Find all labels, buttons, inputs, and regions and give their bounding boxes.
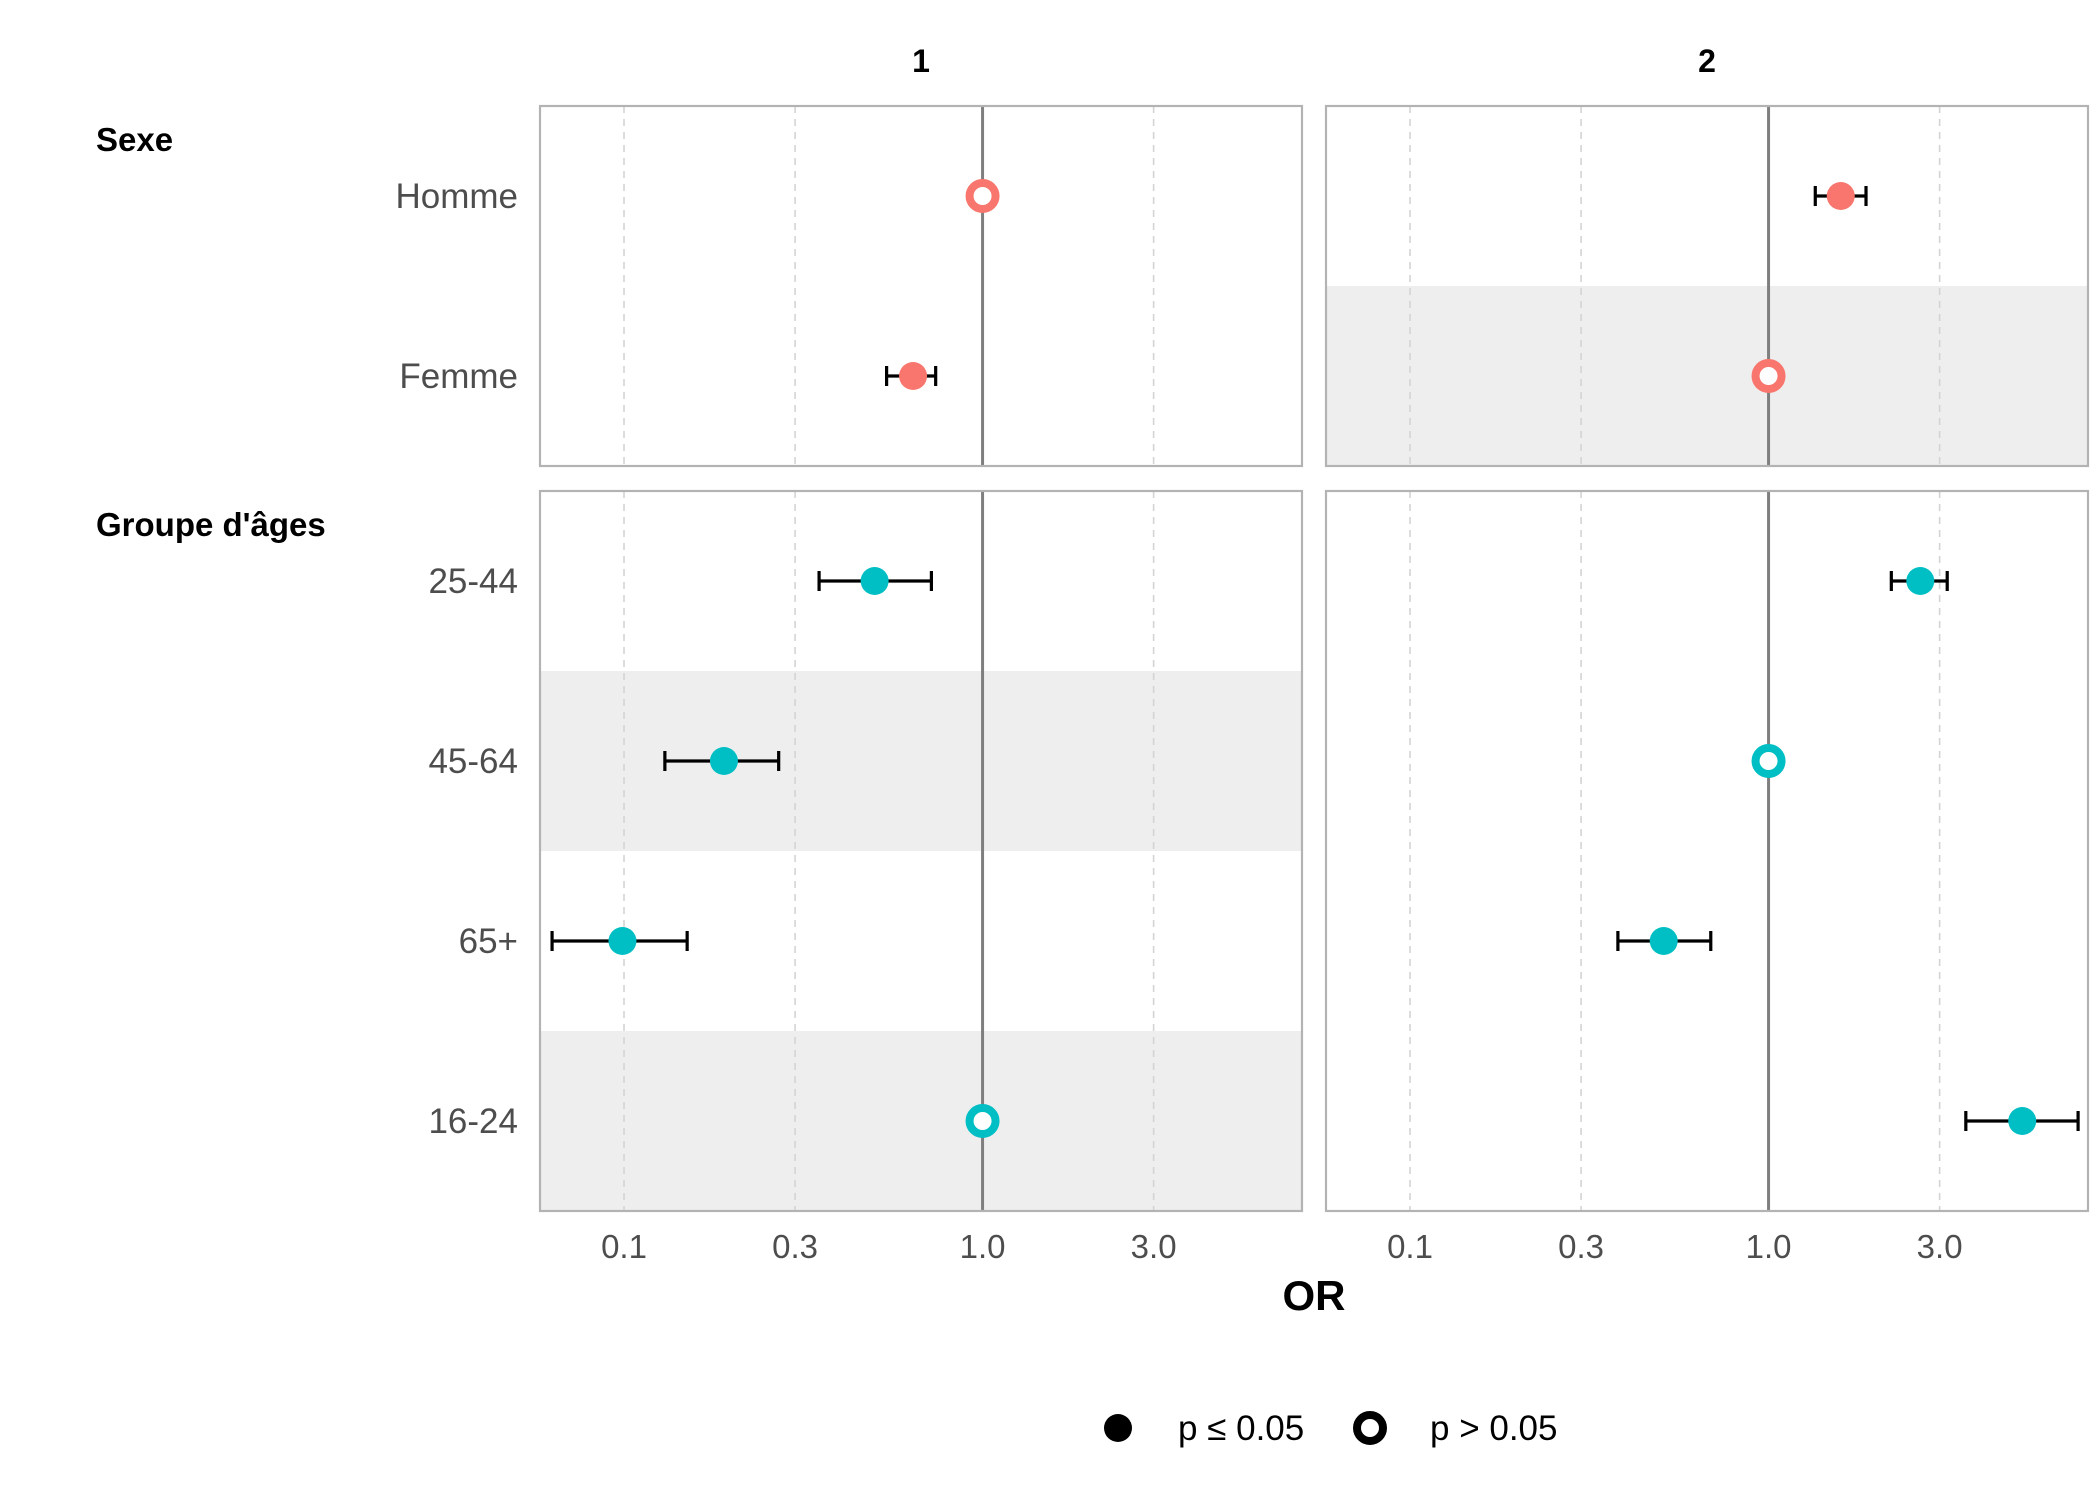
panel-border xyxy=(1324,489,2090,1213)
panel-2-1 xyxy=(538,489,1304,1213)
panel-border xyxy=(538,489,1304,1213)
panel-2-2 xyxy=(1324,489,2090,1213)
group-label: Groupe d'âges xyxy=(96,506,326,543)
point-not-significant xyxy=(965,179,1000,213)
x-tick-label: 3.0 xyxy=(1917,1228,1963,1265)
x-axis-title: OR xyxy=(1283,1272,1346,1319)
shaded-row xyxy=(1326,286,2088,466)
x-tick-label: 1.0 xyxy=(1746,1228,1792,1265)
point-not-significant xyxy=(1751,744,1786,778)
row-label: 16-24 xyxy=(428,1102,518,1141)
x-tick-label: 0.3 xyxy=(772,1228,818,1265)
row-label: 45-64 xyxy=(428,742,518,781)
legend-label: p > 0.05 xyxy=(1430,1409,1557,1448)
row-label: 25-44 xyxy=(428,562,518,601)
x-tick-label: 1.0 xyxy=(960,1228,1006,1265)
legend-key-filled xyxy=(1104,1414,1132,1442)
panel-border xyxy=(1324,104,2090,468)
facet-title-2: 2 xyxy=(1698,43,1716,79)
point-significant xyxy=(2008,1107,2037,1135)
row-label: Homme xyxy=(395,177,518,216)
panel-1-2 xyxy=(1324,104,2090,468)
x-tick-label: 0.3 xyxy=(1558,1228,1604,1265)
shaded-row xyxy=(540,671,1302,851)
x-tick-label: 3.0 xyxy=(1131,1228,1177,1265)
point-significant xyxy=(899,362,928,390)
point-significant xyxy=(1649,927,1678,955)
row-label: Femme xyxy=(399,357,518,396)
x-tick-label: 0.1 xyxy=(1387,1228,1433,1265)
point-not-significant xyxy=(1751,359,1786,393)
legend-key-hollow xyxy=(1353,1411,1387,1445)
point-significant xyxy=(860,567,889,595)
point-significant xyxy=(1826,182,1855,210)
facet-title-1: 1 xyxy=(912,43,930,79)
legend-label: p ≤ 0.05 xyxy=(1178,1409,1304,1448)
row-label: 65+ xyxy=(459,922,518,961)
point-significant xyxy=(608,927,637,955)
panel-1-1 xyxy=(538,104,1304,468)
point-significant xyxy=(709,747,738,775)
group-label: Sexe xyxy=(96,121,173,158)
point-not-significant xyxy=(965,1104,1000,1138)
panel-border xyxy=(538,104,1304,468)
shaded-row xyxy=(540,1031,1302,1211)
legend: p ≤ 0.05 p > 0.05 xyxy=(1104,1409,1557,1448)
x-tick-label: 0.1 xyxy=(601,1228,647,1265)
point-significant xyxy=(1906,567,1935,595)
